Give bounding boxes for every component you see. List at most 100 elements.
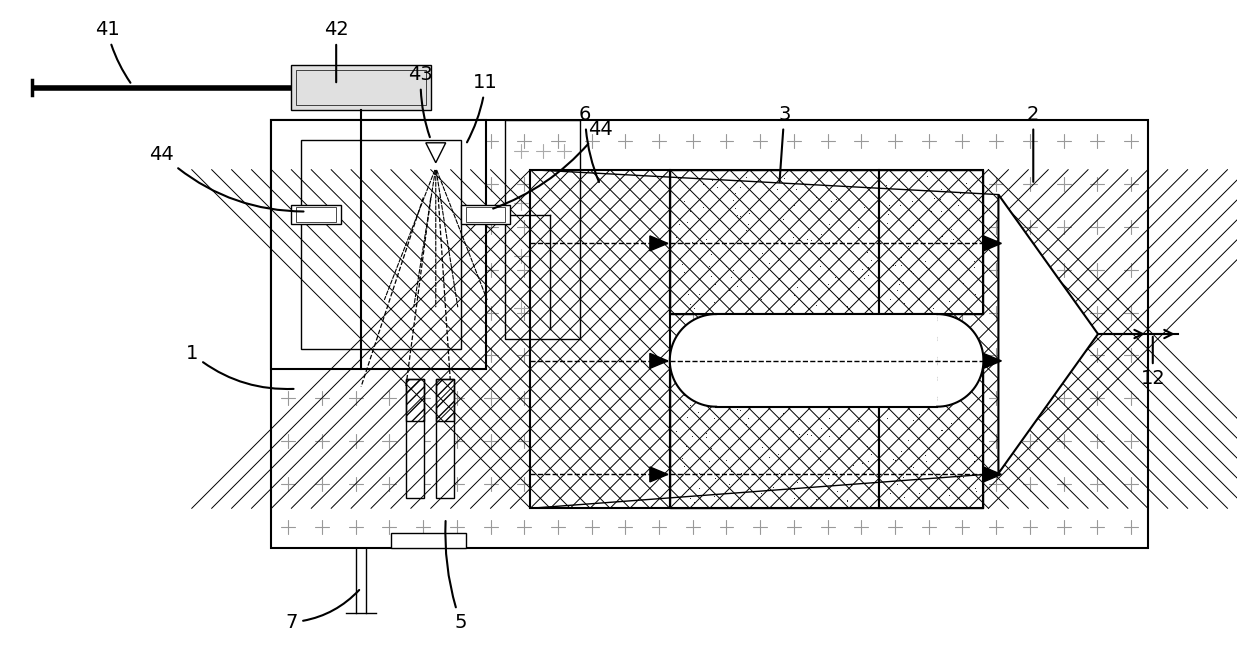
Point: [875, 374, 895, 385]
Point: [666, 231, 686, 242]
Point: [924, 193, 944, 203]
Point: [704, 491, 724, 502]
Point: [735, 365, 755, 376]
Point: [688, 407, 708, 417]
Point: [831, 429, 851, 440]
Point: [939, 490, 959, 500]
Point: [966, 292, 986, 302]
Point: [729, 211, 749, 221]
Polygon shape: [650, 353, 668, 369]
Point: [675, 389, 694, 400]
Point: [702, 249, 722, 260]
Point: [684, 303, 704, 314]
Point: [858, 262, 878, 272]
Polygon shape: [983, 353, 1002, 369]
Bar: [405, 379, 424, 421]
Point: [923, 497, 942, 508]
Point: [786, 183, 806, 194]
Point: [689, 274, 709, 284]
Point: [903, 268, 923, 278]
Point: [739, 402, 759, 413]
Point: [810, 252, 830, 262]
Point: [890, 394, 910, 405]
Bar: [272, 120, 1148, 548]
Point: [729, 182, 749, 193]
Point: [854, 395, 874, 406]
Point: [932, 425, 952, 436]
Point: [693, 179, 713, 189]
Point: [825, 466, 844, 477]
Point: [931, 377, 951, 388]
Point: [852, 264, 872, 274]
Point: [956, 177, 976, 188]
Point: [880, 488, 900, 498]
Text: 11: 11: [467, 73, 498, 142]
Point: [932, 231, 952, 242]
Point: [837, 300, 857, 311]
Point: [782, 425, 802, 436]
Point: [843, 266, 863, 276]
Point: [893, 277, 913, 288]
Point: [684, 497, 704, 508]
Point: [892, 454, 911, 465]
Point: [786, 282, 806, 293]
Point: [837, 494, 857, 505]
Point: [854, 468, 874, 478]
Point: [883, 260, 903, 270]
Point: [769, 449, 789, 460]
Point: [944, 234, 963, 245]
Point: [818, 219, 838, 229]
Point: [889, 367, 909, 378]
Point: [931, 206, 951, 217]
Point: [727, 403, 746, 414]
Text: 3: 3: [779, 105, 791, 182]
Bar: [531, 170, 670, 508]
Point: [707, 182, 727, 193]
Point: [811, 423, 831, 434]
Point: [892, 260, 911, 271]
Bar: [670, 364, 879, 508]
Point: [785, 484, 805, 494]
Bar: [670, 170, 879, 314]
Point: [738, 219, 758, 229]
Point: [701, 464, 720, 475]
Point: [696, 237, 715, 248]
Point: [877, 412, 897, 423]
Point: [797, 428, 817, 439]
Polygon shape: [650, 236, 668, 251]
Point: [966, 486, 986, 497]
Text: 2: 2: [1027, 105, 1039, 182]
Point: [743, 272, 763, 282]
Bar: [301, 140, 461, 349]
Point: [720, 271, 740, 282]
Polygon shape: [425, 142, 445, 163]
Point: [909, 215, 929, 225]
Point: [704, 297, 724, 308]
Point: [875, 180, 895, 191]
Bar: [296, 207, 336, 223]
Point: [818, 279, 838, 290]
Point: [862, 254, 882, 265]
Point: [931, 183, 951, 194]
Point: [727, 474, 746, 485]
Point: [678, 483, 698, 494]
Text: 7: 7: [285, 590, 360, 632]
Point: [719, 284, 739, 295]
Bar: [272, 120, 486, 369]
Point: [688, 288, 708, 299]
Text: 44: 44: [494, 120, 613, 209]
Point: [921, 205, 941, 216]
Point: [880, 294, 900, 304]
Point: [672, 258, 692, 269]
Point: [885, 454, 905, 465]
Point: [890, 200, 910, 211]
Point: [704, 473, 724, 484]
Point: [789, 235, 808, 246]
Point: [949, 394, 968, 405]
Bar: [391, 533, 466, 548]
Point: [668, 218, 688, 229]
Bar: [715, 314, 937, 407]
Point: [723, 265, 743, 276]
Point: [680, 492, 699, 503]
Point: [784, 394, 804, 405]
